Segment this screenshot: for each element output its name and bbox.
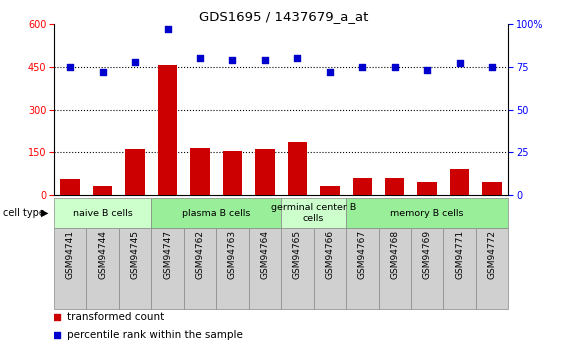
Bar (378, 228, 411, 309)
Bar (151, 198, 281, 228)
Point (390, 64, 399, 70)
Point (98, 69, 107, 75)
Bar (476, 228, 508, 309)
Bar (320, 186, 340, 195)
Text: GSM94764: GSM94764 (261, 230, 269, 279)
Bar (353, 178, 372, 195)
Text: GSM94762: GSM94762 (195, 230, 204, 279)
Point (237, 85, 247, 91)
Text: GSM94763: GSM94763 (228, 230, 237, 279)
Text: GSM94771: GSM94771 (455, 230, 464, 279)
Text: GSM94769: GSM94769 (423, 230, 432, 279)
Point (163, 27, 172, 32)
Bar (158, 66, 177, 195)
Bar (411, 228, 444, 309)
Bar (417, 182, 437, 195)
Text: GSM94747: GSM94747 (163, 230, 172, 279)
Text: GSM94772: GSM94772 (488, 230, 496, 279)
Bar (60, 179, 80, 195)
Point (195, 56, 204, 61)
Point (66, 64, 75, 70)
Bar (287, 142, 307, 195)
Text: GSM94767: GSM94767 (358, 230, 367, 279)
Point (237, 250, 247, 255)
Bar (184, 228, 216, 309)
Point (228, 57, 237, 63)
Bar (151, 228, 184, 309)
Text: cell type: cell type (3, 208, 45, 218)
Bar (346, 228, 378, 309)
Bar (450, 169, 469, 195)
Point (487, 64, 496, 70)
Bar (54, 198, 151, 228)
Text: GDS1695 / 1437679_a_at: GDS1695 / 1437679_a_at (199, 10, 369, 23)
Text: GSM94765: GSM94765 (293, 230, 302, 279)
Text: naive B cells: naive B cells (73, 208, 132, 218)
Bar (86, 228, 119, 309)
Point (455, 61, 464, 66)
Bar (255, 149, 275, 195)
Bar (190, 148, 210, 195)
Text: transformed count: transformed count (66, 312, 164, 322)
Text: memory B cells: memory B cells (390, 208, 464, 218)
Bar (482, 182, 502, 195)
Text: ▶: ▶ (41, 208, 49, 218)
Text: GSM94745: GSM94745 (131, 230, 140, 279)
Bar (216, 228, 249, 309)
Text: germinal center B
cells: germinal center B cells (271, 203, 356, 223)
Text: GSM94768: GSM94768 (390, 230, 399, 279)
Bar (93, 186, 112, 195)
Bar (281, 228, 314, 309)
Text: GSM94744: GSM94744 (98, 230, 107, 279)
Bar (126, 149, 145, 195)
Bar (346, 198, 508, 228)
Bar (54, 228, 86, 309)
Text: GSM94766: GSM94766 (325, 230, 335, 279)
Bar (119, 228, 151, 309)
Bar (385, 178, 404, 195)
Point (358, 64, 367, 70)
Text: GSM94741: GSM94741 (66, 230, 74, 279)
Text: percentile rank within the sample: percentile rank within the sample (66, 330, 243, 340)
Point (423, 68, 432, 73)
Point (325, 69, 335, 75)
Bar (249, 228, 281, 309)
Bar (444, 228, 476, 309)
Bar (314, 228, 346, 309)
Point (260, 57, 269, 63)
Text: plasma B cells: plasma B cells (182, 208, 250, 218)
Point (293, 56, 302, 61)
Point (131, 59, 140, 65)
Bar (223, 151, 242, 195)
Bar (281, 198, 346, 228)
